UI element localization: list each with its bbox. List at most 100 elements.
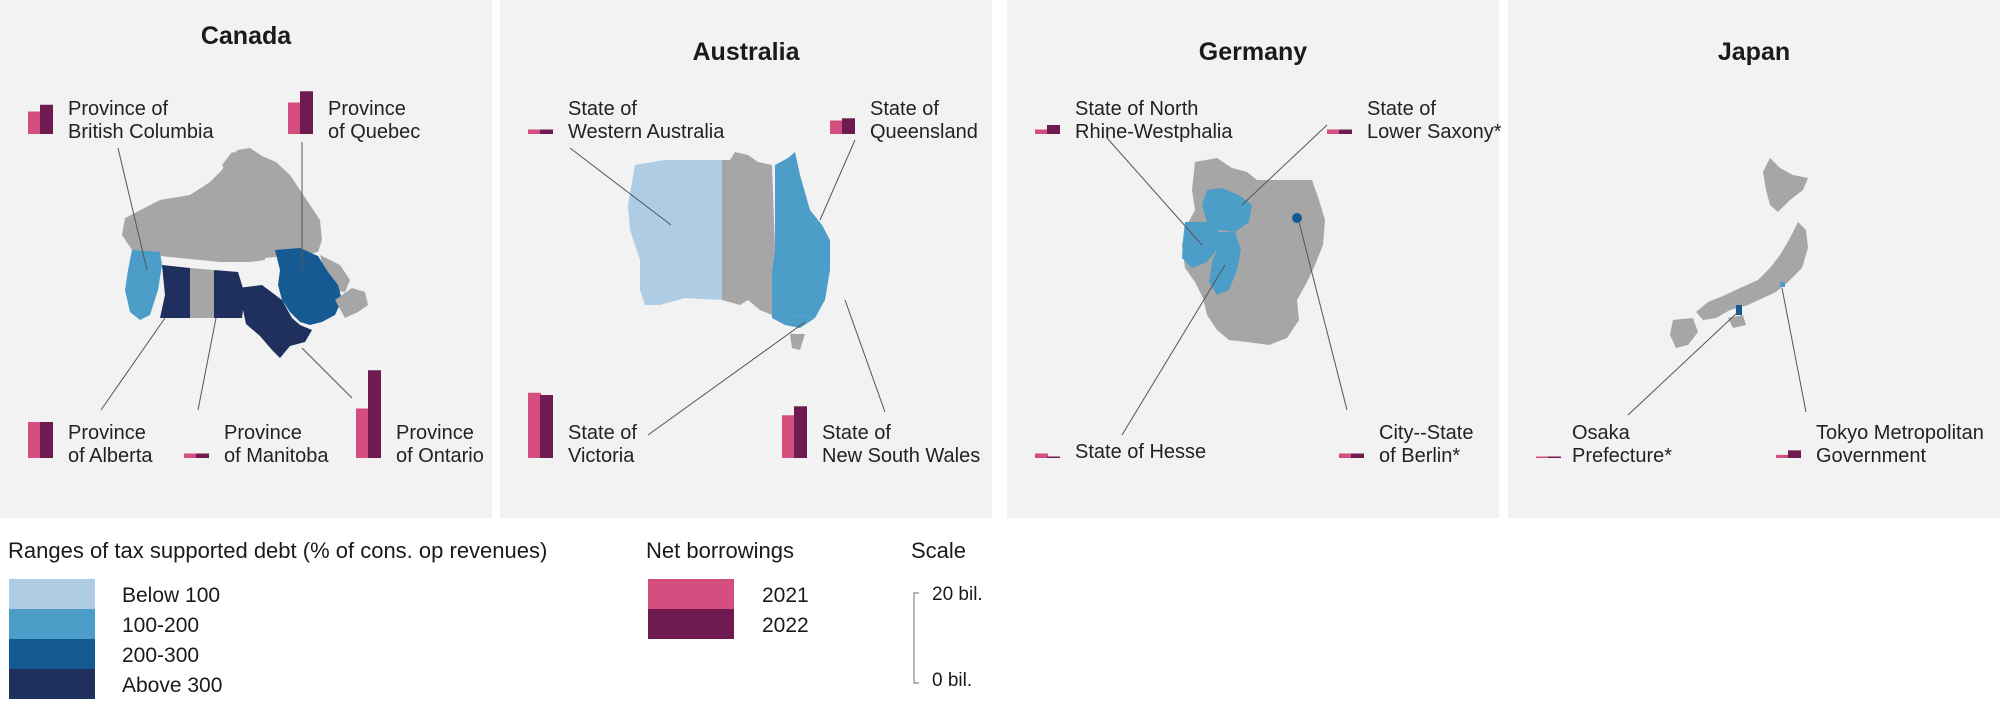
australia-tasmania bbox=[790, 334, 805, 350]
label-osaka: Osaka Prefecture* bbox=[1572, 422, 1673, 467]
bar-2021 bbox=[830, 120, 843, 134]
bar-2022 bbox=[842, 118, 855, 134]
bars-british-columbia bbox=[28, 104, 53, 134]
bar-2022 bbox=[40, 104, 53, 134]
label-hesse: State of Hesse bbox=[1075, 441, 1207, 463]
australia-western-australia bbox=[628, 160, 722, 305]
bars-new-south-wales bbox=[782, 406, 807, 458]
legend-net-title: Net borrowings bbox=[646, 538, 794, 563]
panel-title-germany: Germany bbox=[1198, 38, 1308, 66]
bar-2021 bbox=[1035, 129, 1048, 134]
bars-north-rhine-westphalia bbox=[1035, 125, 1060, 134]
panel-japan: Japan Osaka Prefecture* Tokyo Metropolita… bbox=[1508, 0, 2000, 518]
panel-title-canada: Canada bbox=[200, 22, 292, 50]
canada-alberta bbox=[160, 265, 192, 318]
bar-2021 bbox=[1536, 456, 1549, 458]
bars-manitoba bbox=[184, 453, 209, 458]
label-manitoba: Province of Manitoba bbox=[224, 422, 329, 467]
scale-bracket bbox=[913, 592, 919, 684]
bar-2022 bbox=[1788, 450, 1801, 458]
japan-honshu bbox=[1696, 222, 1808, 320]
bars-berlin bbox=[1339, 453, 1364, 458]
japan-tokyo bbox=[1780, 282, 1785, 287]
swatch-below-100 bbox=[9, 579, 95, 609]
bars-victoria bbox=[528, 392, 553, 458]
panel-germany: Germany State of North Rhine-Westphalia S… bbox=[1007, 0, 1502, 518]
canada-quebec bbox=[275, 248, 342, 325]
legend-scale-title: Scale bbox=[911, 538, 967, 563]
germany-map bbox=[1106, 124, 1348, 436]
canada-ontario bbox=[238, 285, 312, 358]
bar-2022 bbox=[540, 395, 553, 458]
label-victoria: State of Victoria bbox=[568, 422, 637, 467]
bars-ontario bbox=[356, 370, 381, 458]
bar-2021 bbox=[528, 129, 541, 134]
swatch-100-200 bbox=[9, 609, 95, 639]
label-north-rhine-westphalia: State of North Rhine-Westphalia bbox=[1075, 98, 1233, 143]
bars-tokyo bbox=[1776, 450, 1801, 458]
legend-range-label: 200-300 bbox=[122, 644, 200, 667]
legend-year-label: 2022 bbox=[762, 614, 809, 637]
label-alberta: Province of Alberta bbox=[68, 422, 153, 467]
australia-northern-territory bbox=[722, 152, 775, 248]
japan-hokkaido bbox=[1763, 158, 1808, 212]
germany-berlin bbox=[1292, 213, 1302, 223]
bar-2022 bbox=[540, 129, 553, 134]
label-quebec: Province of Quebec bbox=[328, 98, 421, 143]
label-berlin: City--State of Berlin* bbox=[1379, 422, 1474, 467]
bar-2021 bbox=[288, 102, 301, 134]
bar-2022 bbox=[196, 453, 209, 458]
bar-2022 bbox=[1548, 456, 1561, 458]
canada-territories bbox=[122, 148, 322, 262]
australia-map bbox=[569, 139, 886, 436]
bar-2022 bbox=[368, 370, 381, 458]
bar-2021 bbox=[1776, 454, 1789, 458]
bar-2021 bbox=[528, 392, 541, 458]
scale-bottom-label: 0 bil. bbox=[932, 670, 973, 691]
swatch-200-300 bbox=[9, 639, 95, 669]
bars-hesse bbox=[1035, 453, 1060, 458]
bar-2021 bbox=[28, 111, 41, 134]
swatch-2022 bbox=[648, 609, 734, 639]
label-lower-saxony: State of Lower Saxony* bbox=[1367, 98, 1502, 143]
legend-year-label: 2021 bbox=[762, 584, 809, 607]
canada-british-columbia bbox=[125, 250, 162, 320]
bars-queensland bbox=[830, 118, 855, 134]
bar-2021 bbox=[1327, 129, 1340, 134]
canada-map bbox=[100, 142, 368, 411]
bar-2022 bbox=[1351, 453, 1364, 458]
label-queensland: State of Queensland bbox=[870, 98, 978, 143]
bar-2022 bbox=[1047, 456, 1060, 458]
bar-2022 bbox=[300, 91, 313, 134]
label-ontario: Province of Ontario bbox=[396, 422, 484, 467]
bar-2021 bbox=[1035, 453, 1048, 458]
label-british-columbia: Province of British Columbia bbox=[68, 98, 214, 143]
bars-quebec bbox=[288, 91, 313, 134]
legend-range-label: Below 100 bbox=[122, 584, 221, 607]
australia-victoria bbox=[772, 300, 815, 328]
legend-range-label: Above 300 bbox=[122, 674, 223, 697]
bar-2022 bbox=[40, 422, 53, 458]
bar-2021 bbox=[782, 415, 795, 458]
scale-top-label: 20 bil. bbox=[932, 584, 983, 605]
panel-title-japan: Japan bbox=[1717, 38, 1791, 66]
bar-2022 bbox=[1047, 125, 1060, 134]
bars-osaka bbox=[1536, 456, 1561, 458]
australia-queensland bbox=[772, 152, 830, 270]
panel-australia: Australia State of Western Australia Stat… bbox=[500, 0, 992, 518]
swatch-2021 bbox=[648, 579, 734, 609]
bars-lower-saxony bbox=[1327, 129, 1352, 134]
swatch-above-300 bbox=[9, 669, 95, 699]
canada-manitoba bbox=[214, 270, 245, 318]
germany-lower-saxony bbox=[1202, 188, 1252, 232]
bars-western-australia bbox=[528, 129, 553, 134]
japan-osaka bbox=[1736, 305, 1742, 315]
bar-2021 bbox=[28, 422, 41, 458]
bar-2022 bbox=[794, 406, 807, 458]
australia-south-australia bbox=[722, 248, 775, 315]
bar-2021 bbox=[356, 408, 369, 458]
bar-2021 bbox=[1339, 453, 1352, 458]
panel-title-australia: Australia bbox=[692, 38, 800, 66]
bars-alberta bbox=[28, 422, 53, 458]
label-new-south-wales: State of New South Wales bbox=[822, 422, 981, 467]
